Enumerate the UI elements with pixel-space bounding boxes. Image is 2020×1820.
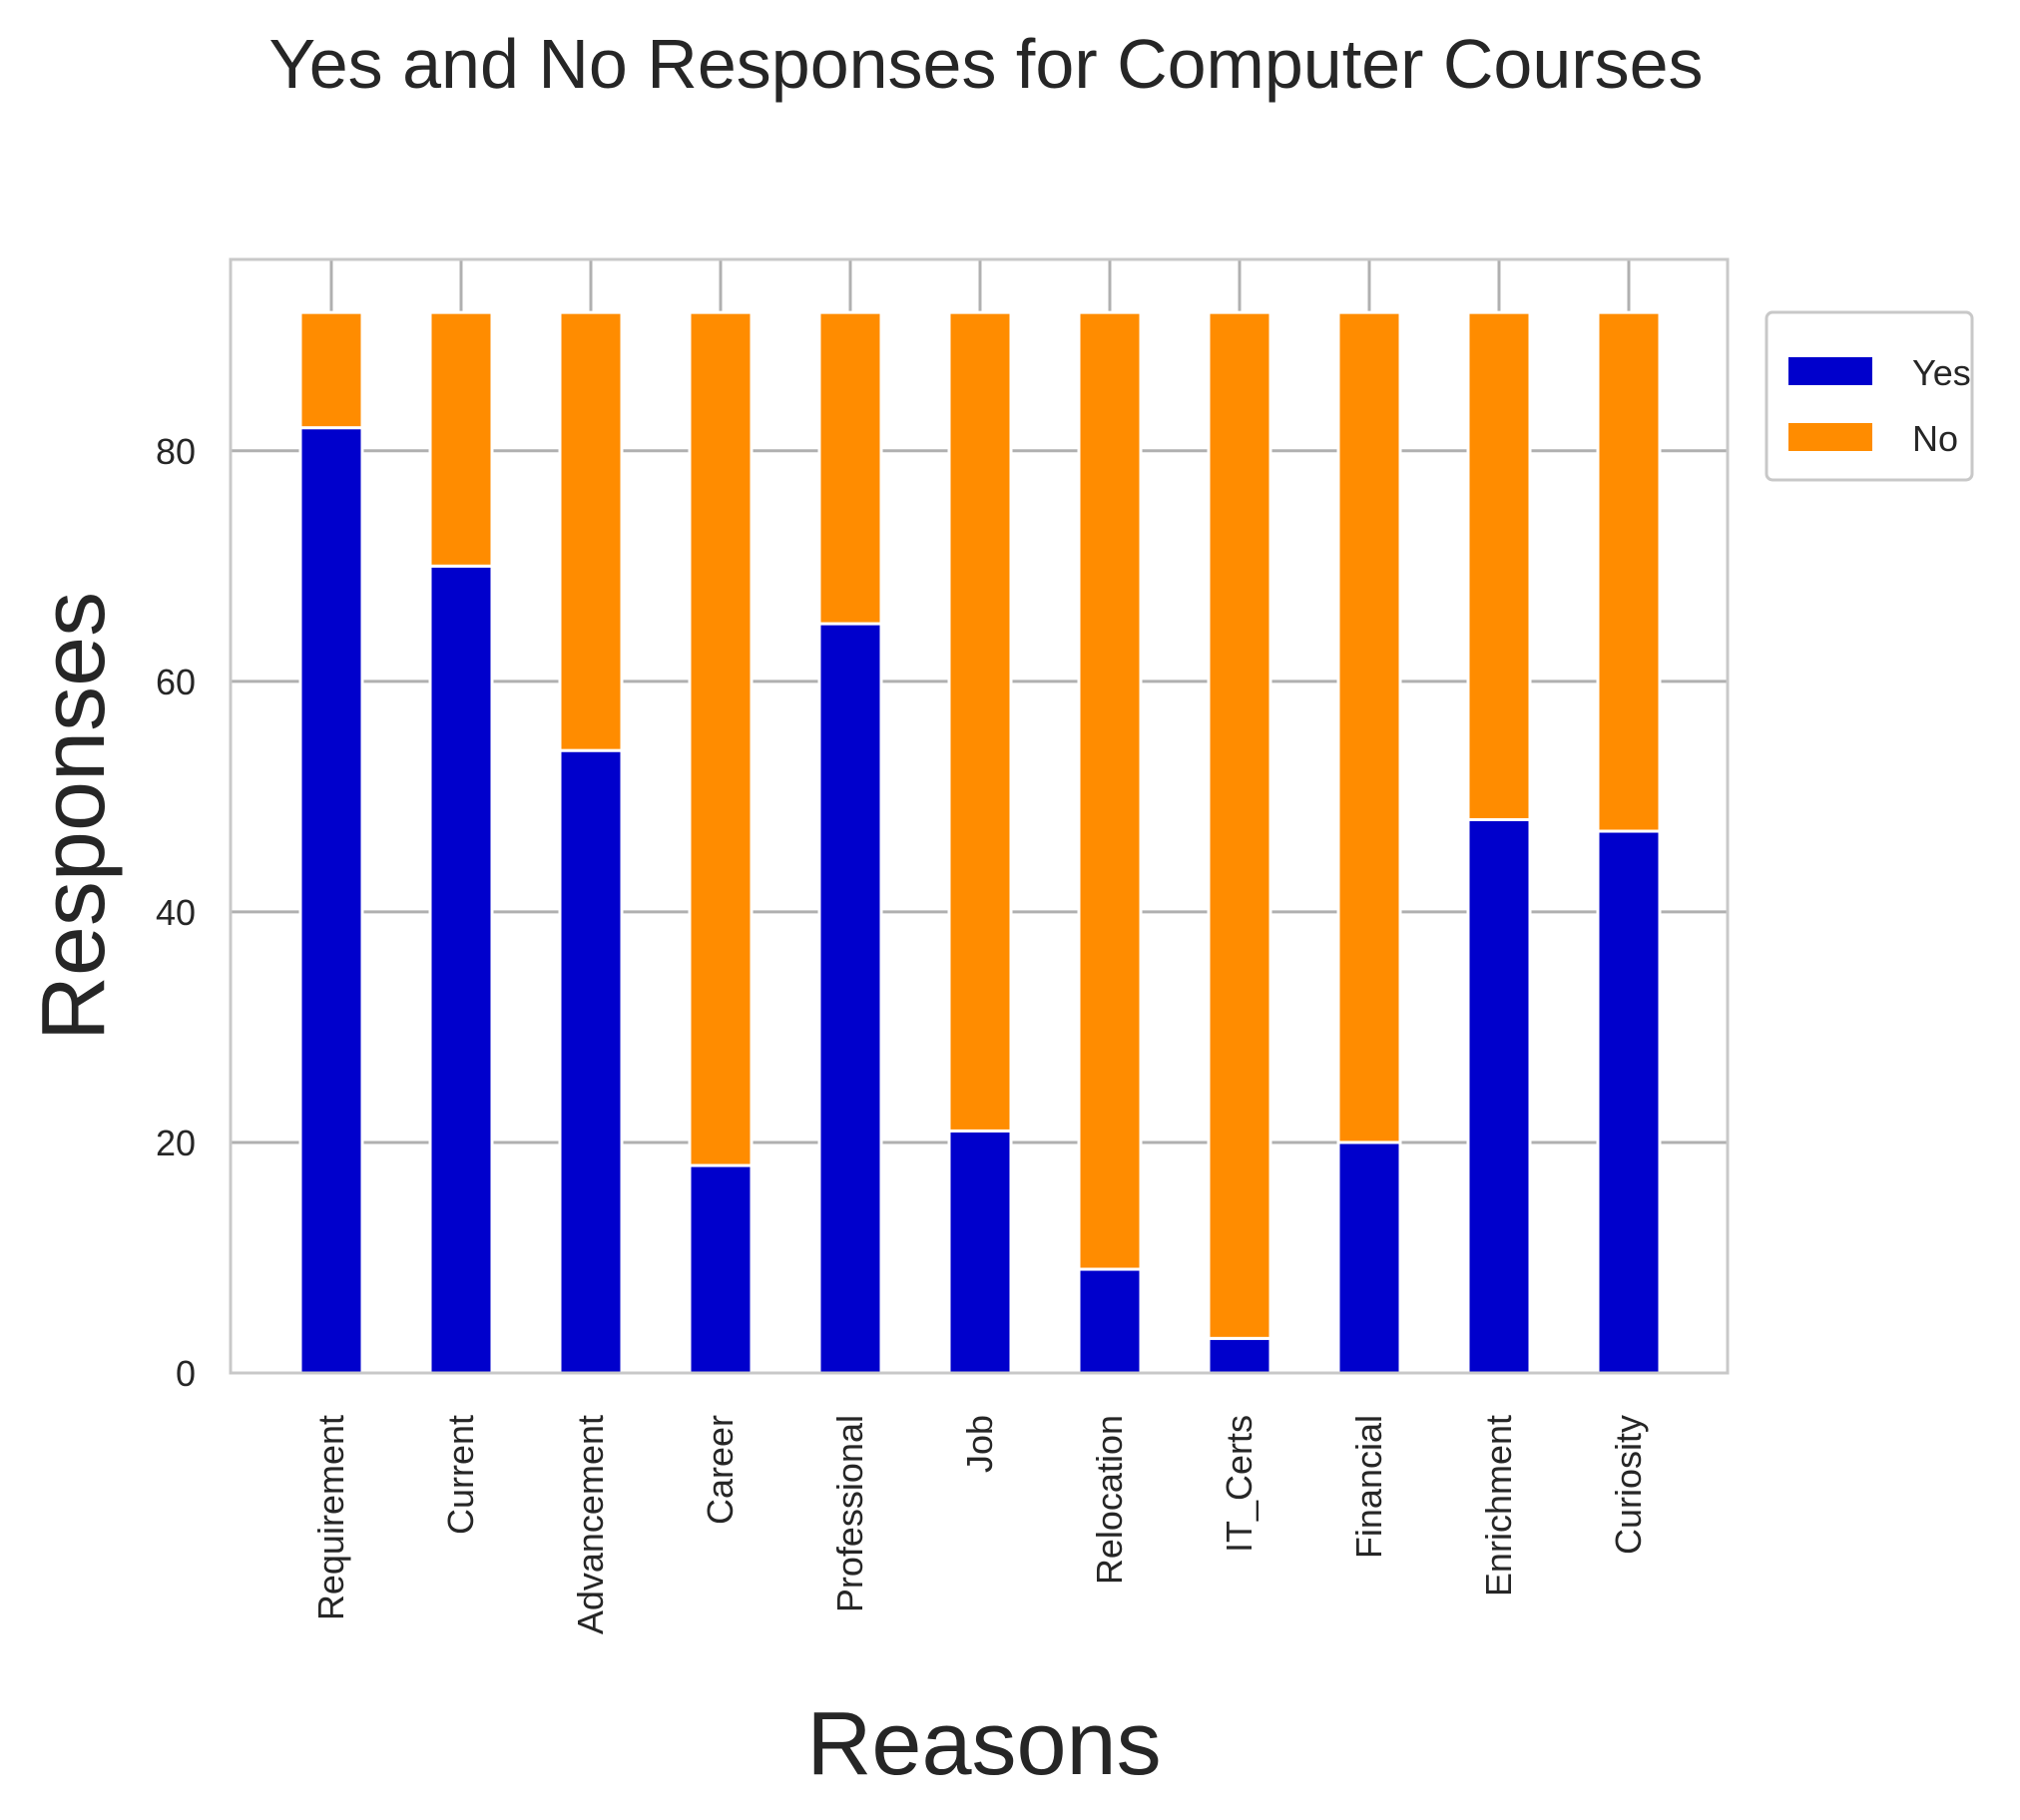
x-tick-label: Advancement [570,1415,611,1634]
y-tick-label: 0 [176,1353,196,1394]
legend-label-no: No [1912,418,1958,459]
bar-yes-enrichment [1466,817,1532,1375]
y-tick-label: 20 [156,1123,196,1163]
y-axis-label: Responses [24,592,124,1041]
x-tick-label: Financial [1348,1415,1389,1559]
bar-no-advancement [558,310,624,752]
legend-swatch-yes [1788,357,1872,385]
x-tick-label: Career [700,1415,741,1525]
y-tick-labels: 0 20 40 60 80 [156,431,196,1394]
y-tick-label: 60 [156,662,196,702]
bar-yes-professional [817,622,883,1375]
chart-title: Yes and No Responses for Computer Course… [268,25,1703,103]
x-tick-label: Curiosity [1608,1415,1649,1555]
x-tick-label: Current [440,1415,481,1535]
bar-no-it_certs [1207,310,1272,1340]
x-tick-labels: Requirement Current Advancement Career Profe… [310,1415,1649,1634]
x-tick-label: Professional [829,1415,870,1612]
plot-frame [229,257,1730,1375]
x-tick-label: IT_Certs [1219,1415,1260,1553]
bars [298,310,1662,1375]
x-tick-label: Job [959,1415,1000,1473]
bar-no-curiosity [1596,310,1662,833]
bar-no-professional [817,310,883,626]
legend-swatch-no [1788,423,1872,451]
bar-no-job [947,310,1013,1133]
y-tick-label: 40 [156,892,196,933]
bar-yes-relocation [1077,1267,1143,1375]
bar-yes-curiosity [1596,829,1662,1375]
bar-yes-requirement [298,426,364,1375]
legend-label-yes: Yes [1912,352,1971,393]
bar-no-enrichment [1466,310,1532,821]
bar-yes-it_certs [1207,1336,1272,1375]
x-tick-label: Enrichment [1478,1415,1519,1596]
bar-yes-career [688,1163,754,1375]
bar-yes-job [947,1129,1013,1375]
y-tick-label: 80 [156,431,196,472]
legend: Yes No [1765,310,1974,482]
bar-no-requirement [298,310,364,430]
x-tick-label: Relocation [1089,1415,1130,1585]
x-tick-label: Requirement [310,1415,351,1620]
bar-yes-current [428,564,494,1375]
bar-yes-financial [1336,1140,1402,1375]
bar-yes-advancement [558,748,624,1375]
bar-no-career [688,310,754,1167]
bar-no-financial [1336,310,1402,1144]
x-axis-label: Reasons [806,1694,1161,1794]
bar-no-relocation [1077,310,1143,1271]
bar-no-current [428,310,494,568]
